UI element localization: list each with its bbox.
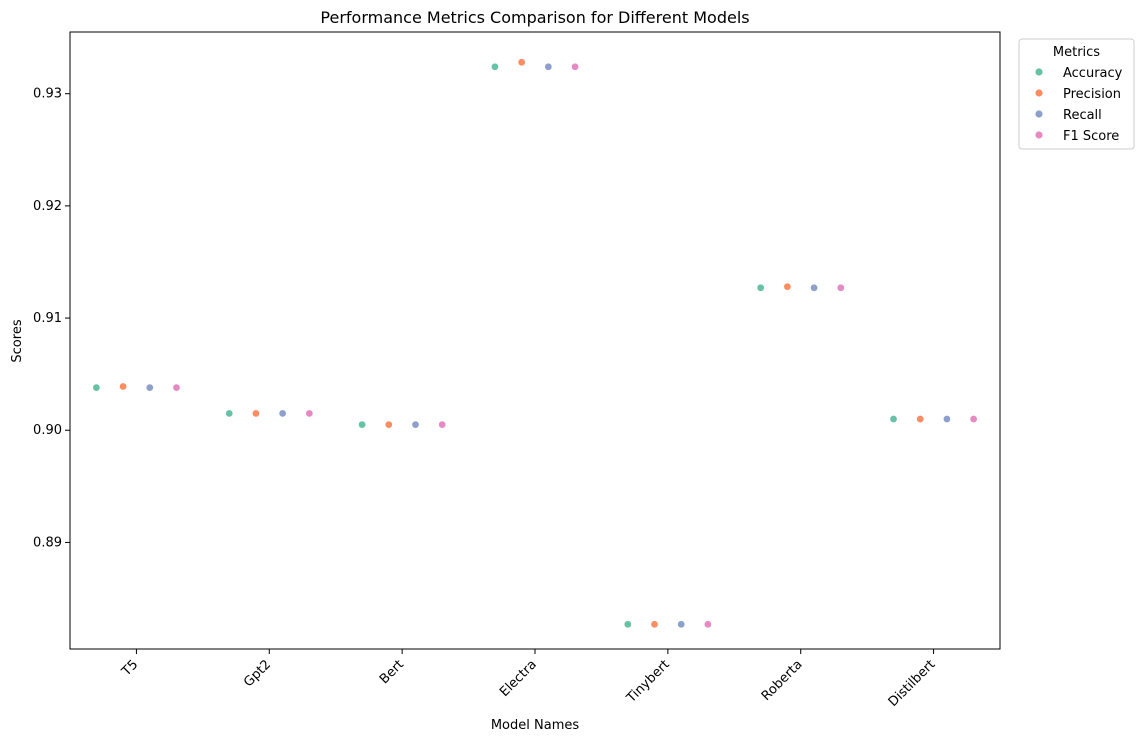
x-tick-label: Roberta [759, 657, 806, 704]
legend: Metrics Accuracy Precision Recall F1 Score [1018, 38, 1135, 150]
plot-area: 0.89 0.90 0.91 0.92 0.93 T5 Gpt2 Bert Electra Tin… [33, 31, 1001, 710]
chart-title: Performance Metrics Comparison for Diffe… [320, 8, 749, 27]
x-tick-label: Electra [497, 657, 540, 700]
point-precision [517, 58, 526, 67]
y-tick-label: 0.90 [33, 423, 62, 438]
x-tick-label: T5 [118, 657, 141, 680]
point-recall [810, 283, 818, 292]
point-accuracy [889, 415, 898, 423]
point-f1-score [172, 383, 181, 392]
legend-marker [1035, 131, 1043, 139]
point-f1-score [836, 283, 845, 292]
point-precision [783, 282, 792, 291]
point-f1-score [969, 415, 978, 423]
y-axis-label: Scores [10, 319, 25, 362]
point-recall [943, 415, 951, 423]
legend-marker [1035, 110, 1043, 118]
legend-label: F1 Score [1063, 129, 1119, 144]
legend-marker [1035, 68, 1043, 76]
point-precision [650, 620, 659, 629]
legend-box [1018, 38, 1135, 150]
plot-frame [69, 31, 1001, 650]
x-tick-label: Distilbert [886, 657, 939, 710]
point-recall [544, 62, 553, 71]
legend-label: Recall [1063, 108, 1102, 123]
point-recall [677, 620, 686, 629]
point-accuracy [92, 383, 101, 392]
point-accuracy [756, 283, 765, 292]
legend-label: Accuracy [1063, 66, 1123, 81]
point-accuracy [623, 620, 632, 629]
point-recall [278, 409, 287, 418]
y-tick-label: 0.91 [33, 311, 62, 326]
legend-label: Precision [1063, 87, 1121, 102]
point-accuracy [491, 62, 499, 71]
point-accuracy [358, 420, 366, 429]
point-accuracy [225, 409, 234, 418]
point-precision [119, 382, 127, 391]
y-tick-label: 0.92 [33, 199, 62, 214]
point-recall [411, 420, 420, 429]
x-axis-label: Model Names [491, 718, 580, 733]
y-tick-label: 0.93 [33, 87, 62, 102]
x-tick-label: Tinybert [623, 657, 672, 706]
point-precision [384, 420, 393, 429]
point-f1-score [438, 420, 447, 429]
point-recall [145, 383, 154, 392]
point-f1-score [704, 620, 712, 629]
legend-marker [1035, 89, 1043, 97]
y-tick-label: 0.89 [33, 535, 62, 550]
point-f1-score [571, 62, 579, 71]
point-f1-score [305, 409, 314, 418]
point-precision [916, 415, 925, 423]
x-tick-label: Bert [377, 657, 407, 687]
legend-title: Metrics [1053, 45, 1100, 60]
point-precision [252, 409, 260, 418]
x-tick-label: Gpt2 [241, 657, 274, 690]
